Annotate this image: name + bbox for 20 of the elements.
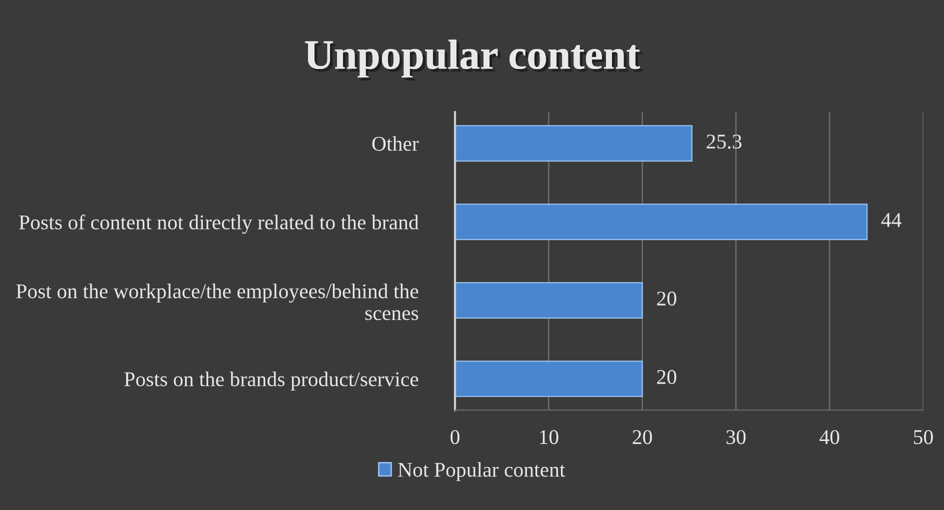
bar: [455, 282, 643, 319]
data-label: 20: [657, 370, 676, 384]
chart-title: Unpopular content: [304, 40, 643, 80]
x-tick-label: 40: [820, 430, 840, 444]
y-tick-label: Other: [372, 136, 419, 151]
bar: [455, 204, 868, 240]
x-tick-label: 10: [540, 430, 558, 444]
data-label: 20: [657, 292, 676, 306]
x-tick-label: 50: [914, 430, 933, 444]
bar: [455, 360, 643, 398]
y-tick-label: Posts of content not directly related to the brand: [19, 214, 419, 234]
y-tick-label: Post on the workplace/the employees/behind the scenes: [16, 284, 418, 320]
x-tick-label: 0: [450, 430, 460, 444]
data-label: 25.3: [706, 134, 742, 149]
x-tick-label: 30: [726, 430, 746, 444]
legend-label: Not Popular content: [398, 462, 566, 482]
y-tick-label: Posts on the brands product/service: [124, 372, 418, 391]
x-tick-label: 20: [632, 430, 652, 444]
bar: [455, 125, 692, 162]
data-label: 44: [881, 213, 902, 227]
